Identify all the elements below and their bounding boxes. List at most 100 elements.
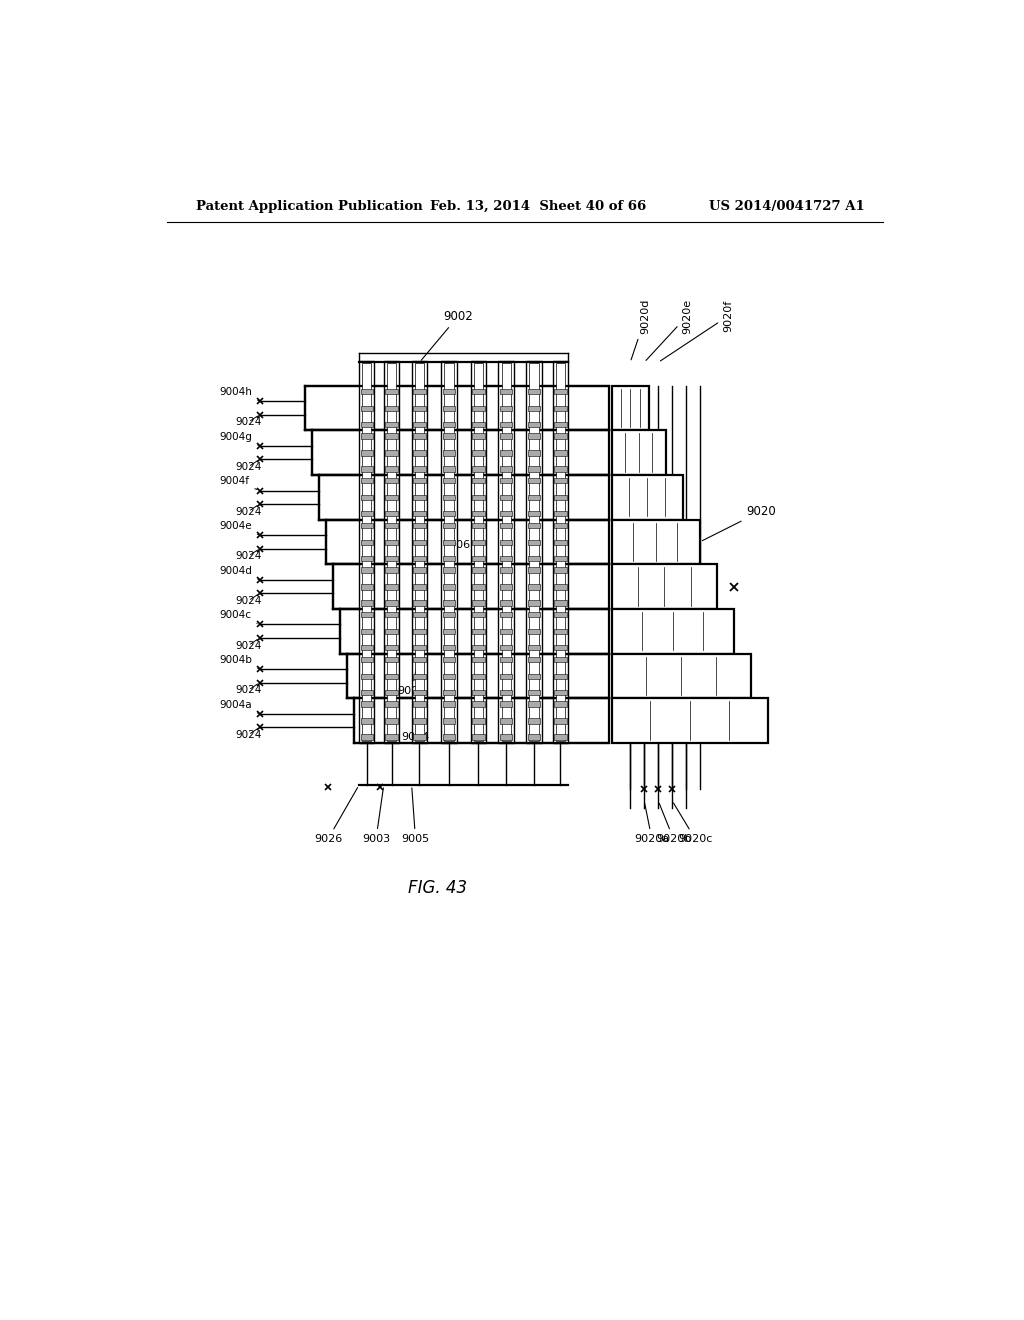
Bar	[472, 628, 484, 635]
Bar	[554, 478, 566, 483]
Bar	[360, 734, 373, 739]
Text: 9004h: 9004h	[219, 387, 260, 401]
Bar	[385, 612, 397, 618]
Text: 9020b: 9020b	[656, 803, 691, 843]
Text: 9024: 9024	[234, 639, 261, 651]
Text: 9004e: 9004e	[219, 521, 260, 535]
Bar	[500, 601, 512, 606]
Bar	[360, 450, 373, 455]
Bar	[472, 478, 484, 483]
Text: 9024: 9024	[234, 684, 261, 696]
Bar	[385, 388, 397, 395]
Bar	[472, 556, 484, 561]
Bar	[414, 540, 426, 545]
Bar	[414, 478, 426, 483]
Bar	[360, 388, 373, 395]
Bar	[360, 405, 373, 411]
Bar	[528, 656, 541, 663]
Bar	[553, 360, 568, 743]
Bar	[472, 388, 484, 395]
Bar	[472, 689, 484, 696]
Bar	[500, 478, 512, 483]
Bar	[554, 645, 566, 651]
Bar	[360, 422, 373, 428]
Bar	[442, 422, 455, 428]
Text: 9026: 9026	[313, 788, 357, 843]
Bar	[554, 388, 566, 395]
Bar	[385, 601, 397, 606]
Text: 9020f: 9020f	[660, 300, 733, 360]
Bar	[414, 689, 426, 696]
Bar	[444, 363, 454, 741]
Bar	[474, 363, 483, 741]
Bar	[554, 701, 566, 706]
Bar	[528, 701, 541, 706]
Text: 9020e: 9020e	[646, 298, 692, 360]
Bar	[528, 466, 541, 471]
Text: Feb. 13, 2014  Sheet 40 of 66: Feb. 13, 2014 Sheet 40 of 66	[430, 199, 646, 213]
Bar	[414, 585, 426, 590]
Bar	[360, 568, 373, 573]
Bar	[412, 360, 427, 743]
Bar	[360, 495, 373, 500]
Bar	[554, 628, 566, 635]
Bar	[442, 645, 455, 651]
Bar	[528, 556, 541, 561]
Bar	[554, 433, 566, 438]
Bar	[360, 718, 373, 723]
Bar	[528, 523, 541, 528]
Bar	[360, 466, 373, 471]
Bar	[385, 556, 397, 561]
Bar	[385, 645, 397, 651]
Bar	[611, 475, 683, 520]
Bar	[326, 520, 608, 564]
Bar	[414, 718, 426, 723]
Bar	[500, 433, 512, 438]
Bar	[442, 656, 455, 663]
Bar	[442, 433, 455, 438]
Bar	[442, 568, 455, 573]
Bar	[554, 422, 566, 428]
Text: 9005: 9005	[401, 788, 430, 843]
Bar	[385, 673, 397, 678]
Bar	[442, 450, 455, 455]
Bar	[528, 540, 541, 545]
Bar	[472, 656, 484, 663]
Bar	[385, 585, 397, 590]
Bar	[554, 689, 566, 696]
Text: 9004g: 9004g	[219, 432, 260, 446]
Bar	[360, 628, 373, 635]
Bar	[528, 433, 541, 438]
Bar	[442, 523, 455, 528]
Bar	[414, 628, 426, 635]
Bar	[360, 433, 373, 438]
Text: 9024: 9024	[234, 729, 261, 741]
Bar	[442, 601, 455, 606]
Bar	[360, 673, 373, 678]
Bar	[311, 430, 608, 475]
Bar	[611, 520, 700, 564]
Bar	[305, 385, 608, 430]
Bar	[385, 689, 397, 696]
Bar	[360, 478, 373, 483]
Bar	[360, 556, 373, 561]
Bar	[500, 645, 512, 651]
Bar	[554, 523, 566, 528]
Bar	[472, 450, 484, 455]
Bar	[414, 422, 426, 428]
Bar	[554, 656, 566, 663]
Bar	[385, 718, 397, 723]
Bar	[500, 422, 512, 428]
Text: 9006: 9006	[442, 540, 471, 561]
Bar	[362, 363, 372, 741]
Bar	[472, 673, 484, 678]
Bar	[528, 689, 541, 696]
Bar	[360, 601, 373, 606]
Bar	[554, 718, 566, 723]
Bar	[442, 540, 455, 545]
Bar	[528, 568, 541, 573]
Bar	[471, 360, 486, 743]
Bar	[554, 405, 566, 411]
Bar	[500, 450, 512, 455]
Bar	[414, 523, 426, 528]
